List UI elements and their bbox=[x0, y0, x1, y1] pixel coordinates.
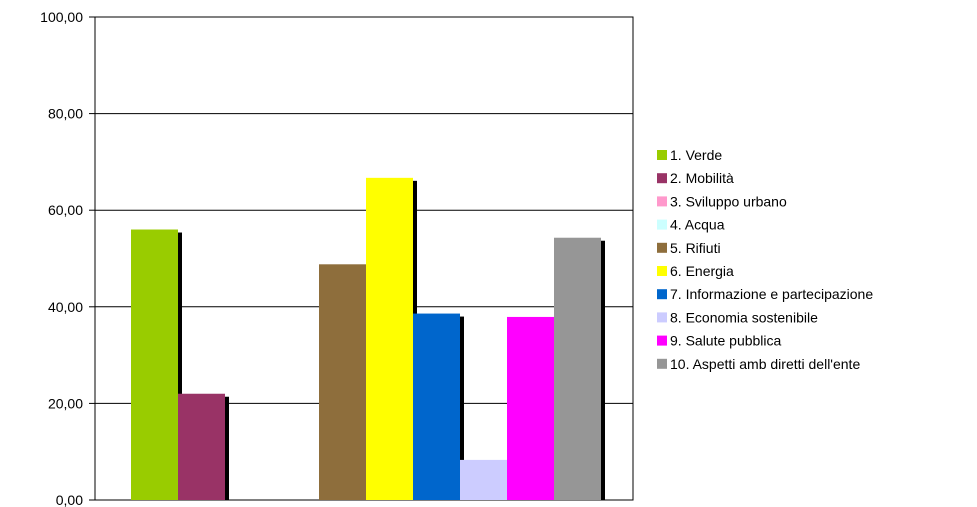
y-tick-label: 20,00 bbox=[48, 395, 83, 411]
y-tick-label: 80,00 bbox=[48, 106, 83, 122]
legend-swatch bbox=[657, 358, 667, 369]
legend-label: 1. Verde bbox=[670, 147, 722, 163]
legend-swatch bbox=[657, 312, 667, 323]
legend-swatch bbox=[657, 196, 667, 207]
legend-label: 7. Informazione e partecipazione bbox=[670, 286, 873, 302]
legend-label: 3. Sviluppo urbano bbox=[670, 193, 787, 209]
legend-label: 4. Acqua bbox=[670, 217, 725, 233]
legend-label: 8. Economia sostenibile bbox=[670, 309, 818, 325]
legend-swatch bbox=[657, 242, 667, 253]
bar-10 bbox=[554, 237, 601, 500]
legend-label: 9. Salute pubblica bbox=[670, 333, 782, 349]
bar-6 bbox=[366, 177, 413, 501]
bar-5 bbox=[319, 264, 366, 500]
legend-label: 10. Aspetti amb diretti dell'ente bbox=[670, 356, 860, 372]
y-tick-label: 0,00 bbox=[56, 492, 83, 507]
bars bbox=[131, 177, 605, 501]
legend-swatch bbox=[657, 173, 667, 184]
legend-swatch bbox=[657, 289, 667, 300]
y-tick-label: 60,00 bbox=[48, 202, 83, 218]
bar-7 bbox=[413, 313, 460, 500]
legend-swatch bbox=[657, 150, 667, 160]
legend-label: 2. Mobilità bbox=[670, 170, 734, 186]
legend-swatch bbox=[657, 266, 667, 276]
bar-8 bbox=[460, 459, 507, 500]
bar-1 bbox=[131, 229, 178, 500]
legend-label: 6. Energia bbox=[670, 263, 734, 279]
y-axis-ticks: 0,00 20,00 40,00 60,00 80,00 100,00 bbox=[40, 9, 95, 507]
bar-9 bbox=[507, 316, 554, 500]
y-tick-label: 40,00 bbox=[48, 299, 83, 315]
bar-2 bbox=[178, 393, 225, 500]
legend: 1. Verde 2. Mobilità 3. Sviluppo urbano 4. … bbox=[657, 147, 873, 372]
y-tick-label: 100,00 bbox=[40, 9, 83, 25]
legend-swatch bbox=[657, 335, 667, 346]
legend-swatch bbox=[657, 219, 667, 230]
legend-label: 5. Rifiuti bbox=[670, 240, 721, 256]
